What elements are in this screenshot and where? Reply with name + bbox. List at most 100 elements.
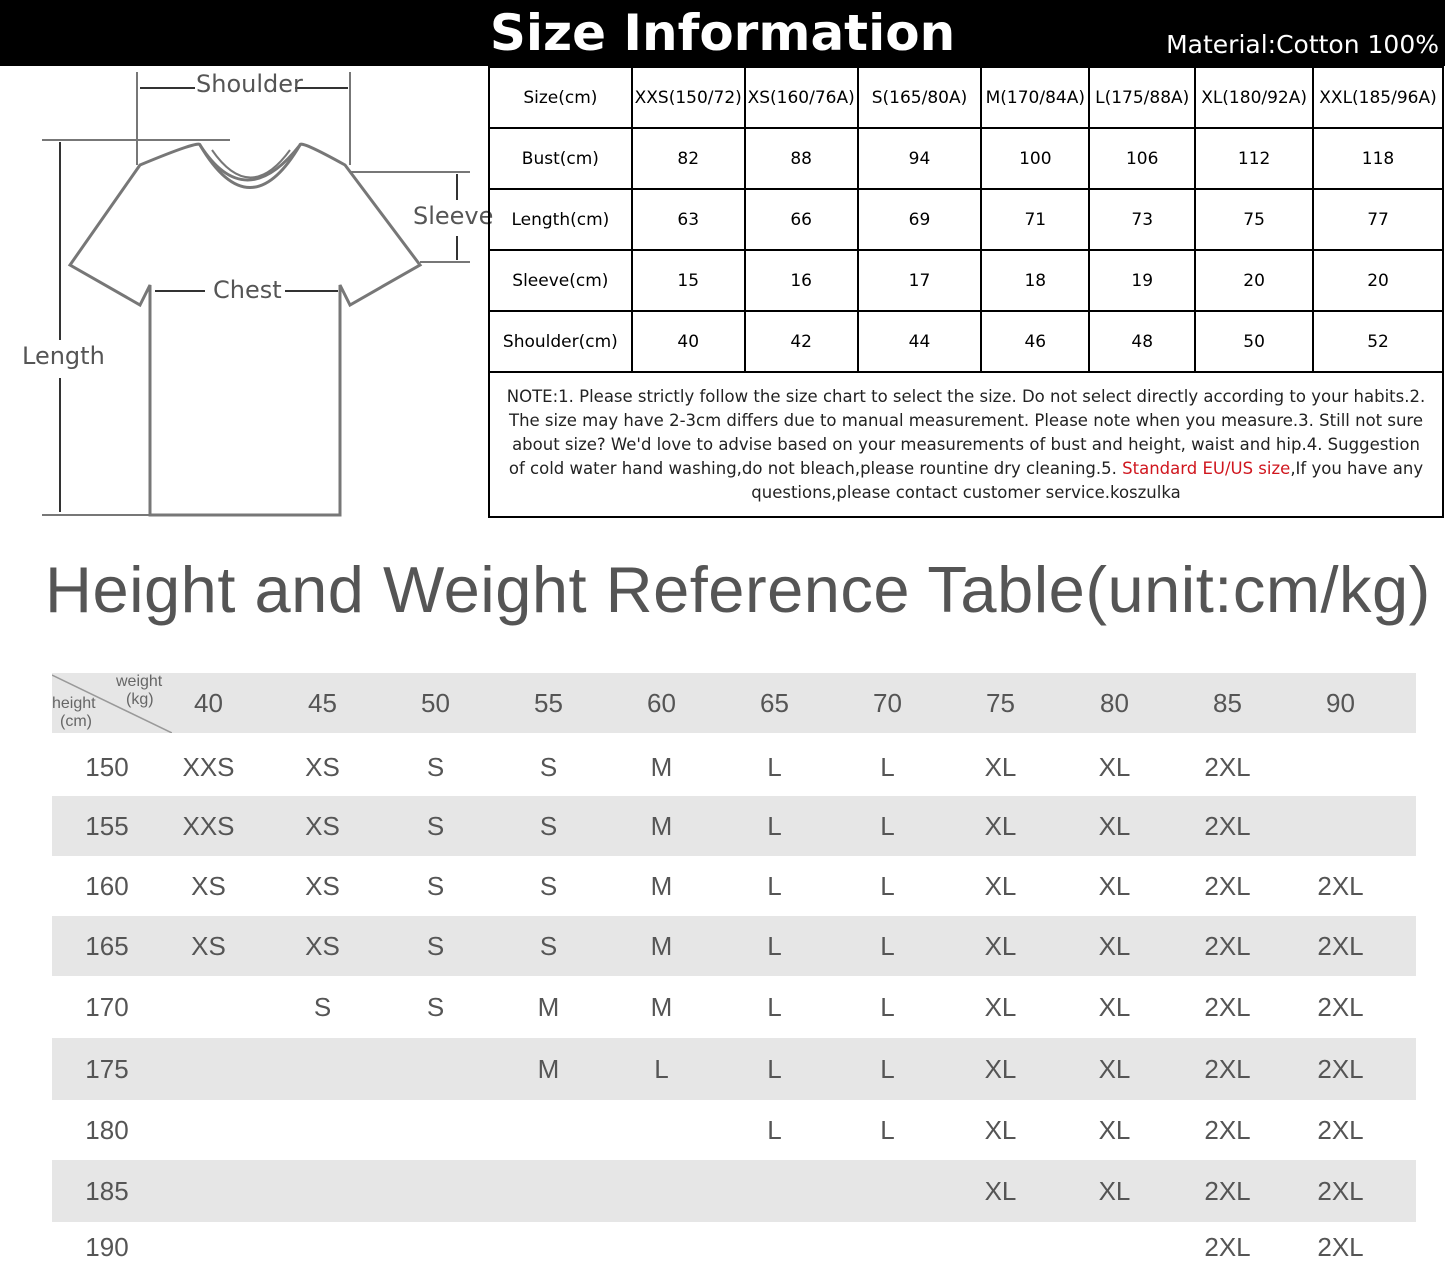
size-cell: 2XL xyxy=(1204,870,1251,901)
size-cell: S xyxy=(539,751,558,782)
value-cell: 19 xyxy=(1088,249,1197,312)
corner-cell: weight (kg) height (cm) xyxy=(52,673,172,733)
corner-label: (cm) xyxy=(60,713,92,730)
size-cell: S xyxy=(426,930,445,961)
size-cell: XS xyxy=(305,930,340,961)
size-cell: 2XL xyxy=(1204,1053,1251,1084)
size-cell: XL xyxy=(1098,1175,1131,1206)
size-cell: L xyxy=(880,810,895,841)
size-cell: S xyxy=(426,991,445,1022)
weight-header: 70 xyxy=(873,687,902,718)
height-cell: 160 xyxy=(85,870,129,901)
value-cell: 88 xyxy=(743,127,859,190)
length-label: Length xyxy=(22,342,105,370)
height-cell: 170 xyxy=(85,991,129,1022)
value-cell: 69 xyxy=(856,188,983,251)
note-highlight: Standard EU/US size xyxy=(1122,458,1291,478)
header-cell: L(175/88A) xyxy=(1088,66,1197,129)
size-cell: L xyxy=(767,1053,782,1084)
size-cell: L xyxy=(880,1053,895,1084)
size-cell: XS xyxy=(305,810,340,841)
size-cell: XL xyxy=(1098,751,1131,782)
weight-header: 40 xyxy=(194,687,223,718)
size-cell: L xyxy=(767,930,782,961)
reference-row: 180 L L XL XL 2XL 2XL xyxy=(52,1100,1416,1160)
size-cell: XL xyxy=(1098,1114,1131,1145)
size-cell: 2XL xyxy=(1317,1175,1364,1206)
size-cell: S xyxy=(313,991,332,1022)
weight-header-row: weight (kg) height (cm) 40 45 50 55 60 65 70 75 80 85… xyxy=(52,673,1416,733)
size-cell: 2XL xyxy=(1204,1114,1251,1145)
size-cell: L xyxy=(654,1053,669,1084)
header-cell: Size(cm) xyxy=(488,66,633,129)
size-cell: S xyxy=(539,930,558,961)
value-cell: 40 xyxy=(630,310,746,373)
value-cell: 20 xyxy=(1312,249,1444,312)
value-cell: 46 xyxy=(980,310,1091,373)
header-cell: XXS(150/72) xyxy=(630,66,746,129)
value-cell: 71 xyxy=(980,188,1091,251)
height-cell: 180 xyxy=(85,1114,129,1145)
size-cell: XL xyxy=(984,1175,1017,1206)
note-text-end: ,If you have any questions,please contac… xyxy=(751,458,1424,502)
size-cell: XS xyxy=(191,930,226,961)
size-cell: L xyxy=(880,1114,895,1145)
header-cell: S(165/80A) xyxy=(856,66,983,129)
row-label: Bust(cm) xyxy=(488,127,633,190)
size-cell: L xyxy=(880,751,895,782)
size-table-row: Shoulder(cm) 40 42 44 46 48 50 52 xyxy=(488,310,1444,373)
value-cell: 100 xyxy=(980,127,1091,190)
reference-row: 190 2XL 2XL xyxy=(52,1222,1416,1272)
size-cell: XL xyxy=(984,870,1017,901)
weight-header: 45 xyxy=(308,687,337,718)
value-cell: 63 xyxy=(630,188,746,251)
size-cell: L xyxy=(767,751,782,782)
size-cell: L xyxy=(767,991,782,1022)
value-cell: 112 xyxy=(1194,127,1315,190)
value-cell: 18 xyxy=(980,249,1091,312)
height-cell: 185 xyxy=(85,1175,129,1206)
row-label: Sleeve(cm) xyxy=(488,249,633,312)
tshirt-outline-icon xyxy=(42,72,470,517)
weight-header: 55 xyxy=(534,687,563,718)
header-cell: XL(180/92A) xyxy=(1194,66,1315,129)
size-cell: L xyxy=(767,870,782,901)
size-cell: S xyxy=(426,810,445,841)
header-cell: XXL(185/96A) xyxy=(1312,66,1444,129)
size-cell: S xyxy=(426,751,445,782)
value-cell: 50 xyxy=(1194,310,1315,373)
reference-title: Height and Weight Reference Table(unit:c… xyxy=(45,553,1431,626)
size-cell: S xyxy=(426,870,445,901)
weight-header: 75 xyxy=(986,687,1015,718)
value-cell: 94 xyxy=(856,127,983,190)
reference-row: 155 XXS XS S S M L L XL XL 2XL xyxy=(52,796,1416,856)
size-table-row: Length(cm) 63 66 69 71 73 75 77 xyxy=(488,188,1444,251)
value-cell: 20 xyxy=(1194,249,1315,312)
value-cell: 82 xyxy=(630,127,746,190)
reference-row: 175 M L L L XL XL 2XL 2XL xyxy=(52,1038,1416,1100)
size-cell: L xyxy=(767,1114,782,1145)
value-cell: 77 xyxy=(1312,188,1444,251)
material-label: Material:Cotton 100% xyxy=(1166,30,1439,59)
header-cell: M(170/84A) xyxy=(980,66,1091,129)
size-cell: XS xyxy=(305,751,340,782)
height-cell: 190 xyxy=(85,1231,129,1262)
size-cell: XL xyxy=(984,1114,1017,1145)
corner-label: weight xyxy=(116,673,163,690)
reference-row: 170 S S M M L L XL XL 2XL 2XL xyxy=(52,976,1416,1038)
height-cell: 155 xyxy=(85,810,129,841)
weight-header: 90 xyxy=(1326,687,1355,718)
row-label: Length(cm) xyxy=(488,188,633,251)
weight-header: 80 xyxy=(1100,687,1129,718)
size-cell: M xyxy=(537,1053,560,1084)
height-cell: 165 xyxy=(85,930,129,961)
size-cell: XL xyxy=(1098,870,1131,901)
weight-header: 50 xyxy=(421,687,450,718)
chest-label: Chest xyxy=(213,276,282,304)
size-cell: M xyxy=(650,991,673,1022)
value-cell: 44 xyxy=(856,310,983,373)
size-cell: 2XL xyxy=(1317,991,1364,1022)
size-cell: M xyxy=(650,810,673,841)
size-cell: 2XL xyxy=(1204,751,1251,782)
value-cell: 52 xyxy=(1312,310,1444,373)
